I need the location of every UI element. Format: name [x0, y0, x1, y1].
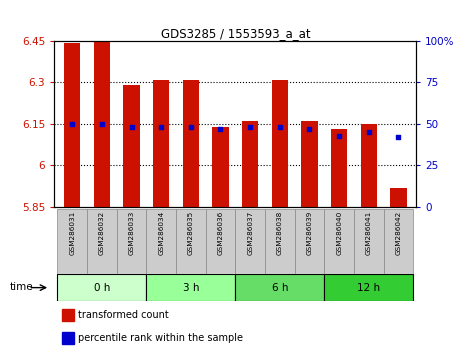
Bar [212, 127, 228, 207]
Point [394, 135, 402, 140]
Bar [64, 44, 80, 207]
Text: transformed count: transformed count [78, 310, 169, 320]
Title: GDS3285 / 1553593_a_at: GDS3285 / 1553593_a_at [160, 27, 310, 40]
Text: GSM286033: GSM286033 [129, 211, 134, 255]
Text: GSM286032: GSM286032 [99, 211, 105, 255]
Text: 3 h: 3 h [183, 282, 199, 293]
Bar [242, 121, 258, 207]
Bar [176, 209, 206, 274]
Text: GSM286040: GSM286040 [336, 211, 342, 255]
Bar [272, 80, 288, 207]
Text: 6 h: 6 h [272, 282, 288, 293]
Bar [123, 85, 140, 207]
Bar [324, 209, 354, 274]
Text: GSM286037: GSM286037 [247, 211, 253, 255]
Text: GSM286038: GSM286038 [277, 211, 283, 255]
Bar [183, 80, 199, 207]
Bar [384, 209, 413, 274]
Bar [360, 124, 377, 207]
Point [158, 124, 165, 130]
Bar [61, 309, 74, 321]
Bar [153, 80, 169, 207]
Text: GSM286042: GSM286042 [395, 211, 402, 255]
Bar [87, 209, 117, 274]
Text: 12 h: 12 h [357, 282, 380, 293]
Point [187, 124, 194, 130]
Bar [57, 209, 87, 274]
Point [69, 121, 76, 127]
Bar [146, 209, 176, 274]
Point [217, 126, 224, 132]
Point [128, 124, 135, 130]
Bar [94, 38, 110, 207]
Point [365, 130, 373, 135]
Point [306, 126, 313, 132]
Point [246, 124, 254, 130]
Bar [324, 274, 413, 301]
Bar [295, 209, 324, 274]
Text: percentile rank within the sample: percentile rank within the sample [78, 333, 243, 343]
Text: GSM286031: GSM286031 [69, 211, 75, 255]
Bar [265, 209, 295, 274]
Text: GSM286034: GSM286034 [158, 211, 164, 255]
Text: GSM286041: GSM286041 [366, 211, 372, 255]
Point [335, 133, 343, 138]
Bar [390, 188, 407, 207]
Bar [301, 121, 318, 207]
Text: time: time [10, 282, 34, 292]
Bar [354, 209, 384, 274]
Bar [57, 274, 146, 301]
Bar [61, 332, 74, 344]
Bar [236, 209, 265, 274]
Text: GSM286039: GSM286039 [307, 211, 313, 255]
Text: 0 h: 0 h [94, 282, 110, 293]
Text: GSM286035: GSM286035 [188, 211, 194, 255]
Bar [206, 209, 236, 274]
Bar [146, 274, 236, 301]
Bar [117, 209, 146, 274]
Point [276, 124, 284, 130]
Bar [236, 274, 324, 301]
Bar [331, 130, 347, 207]
Text: GSM286036: GSM286036 [218, 211, 223, 255]
Point [98, 121, 105, 127]
